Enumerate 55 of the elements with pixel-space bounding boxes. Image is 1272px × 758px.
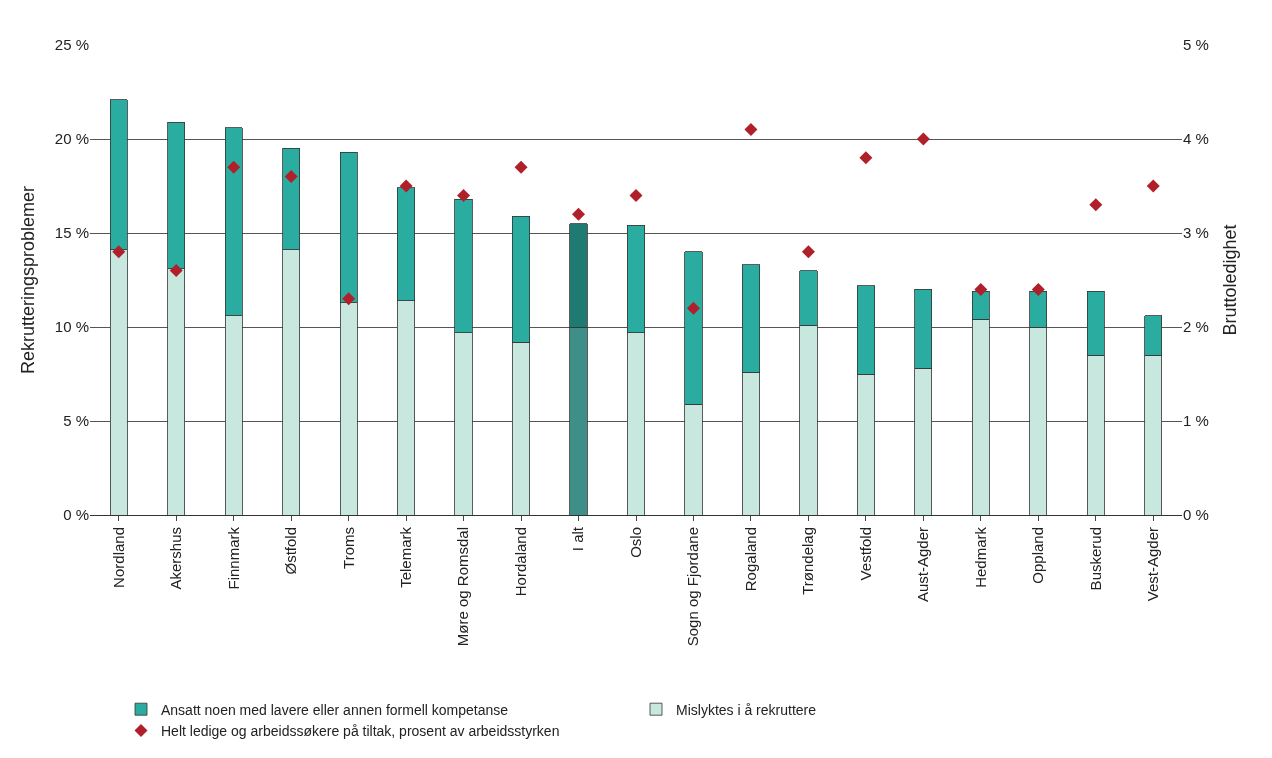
legend-label: Ansatt noen med lavere eller annen formell kompetanse — [161, 701, 509, 718]
y2-tick-label: 1 % — [1183, 412, 1209, 430]
point — [342, 292, 356, 306]
legend-label: Mislyktes i å rekruttere — [676, 701, 817, 718]
y2-tick-label: 5 % — [1183, 36, 1209, 54]
point — [457, 188, 471, 202]
point — [284, 170, 298, 184]
x-tick-label: Trøndelag — [799, 527, 817, 595]
point — [1089, 198, 1103, 212]
point — [169, 264, 183, 278]
x-tick-label: Sogn og Fjordane — [684, 527, 702, 647]
point — [572, 207, 586, 221]
point — [1146, 179, 1160, 193]
x-tick-label: Oppland — [1029, 527, 1047, 584]
y2-tick-label: 4 % — [1183, 130, 1209, 148]
y2-tick-label: 0 % — [1183, 506, 1209, 524]
y-tick-label: 25 % — [54, 36, 89, 54]
point — [227, 160, 241, 174]
x-tick-label: Buskerud — [1086, 527, 1104, 591]
x-tick-label: Aust-Agder — [914, 527, 932, 603]
point — [744, 123, 758, 137]
x-tick-label: Akershus — [167, 527, 185, 590]
x-tick-label: Hordaland — [511, 527, 529, 597]
legend-label: Helt ledige og arbeidssøkere på tiltak, prosent av arbeidsstyrken — [161, 722, 560, 739]
x-tick-label: Finnmark — [224, 526, 242, 590]
point — [514, 160, 528, 174]
y-tick-label: 0 % — [63, 506, 89, 524]
point — [859, 151, 873, 165]
y-axis-title: Rekrutteringsproblemer — [18, 185, 38, 375]
x-tick-label: Møre og Romsdal — [454, 527, 472, 647]
x-tick-label: Vestfold — [856, 527, 874, 581]
x-tick-label: Østfold — [282, 527, 300, 575]
x-tick-label: Rogaland — [741, 527, 759, 592]
x-tick-label: Troms — [339, 527, 357, 569]
point — [629, 188, 643, 202]
x-tick-label: Oslo — [626, 527, 644, 558]
x-tick-label: I alt — [569, 526, 587, 552]
y-tick-label: 20 % — [54, 130, 89, 148]
y2-tick-label: 3 % — [1183, 224, 1209, 242]
y2-axis-title: Bruttoledighet — [1219, 224, 1240, 336]
y-tick-label: 10 % — [54, 318, 89, 336]
y-tick-label: 5 % — [63, 412, 89, 430]
x-tick-label: Telemark — [396, 526, 414, 588]
point — [686, 301, 700, 315]
point — [1031, 282, 1045, 296]
x-tick-label: Nordland — [109, 527, 127, 588]
point — [112, 245, 126, 259]
point — [916, 132, 930, 146]
y-tick-label: 15 % — [54, 224, 89, 242]
y2-tick-label: 2 % — [1183, 318, 1209, 336]
x-tick-label: Vest-Agder — [1144, 527, 1162, 602]
point — [801, 245, 815, 259]
x-tick-label: Hedmark — [971, 526, 989, 588]
point — [974, 282, 988, 296]
point — [399, 179, 413, 193]
